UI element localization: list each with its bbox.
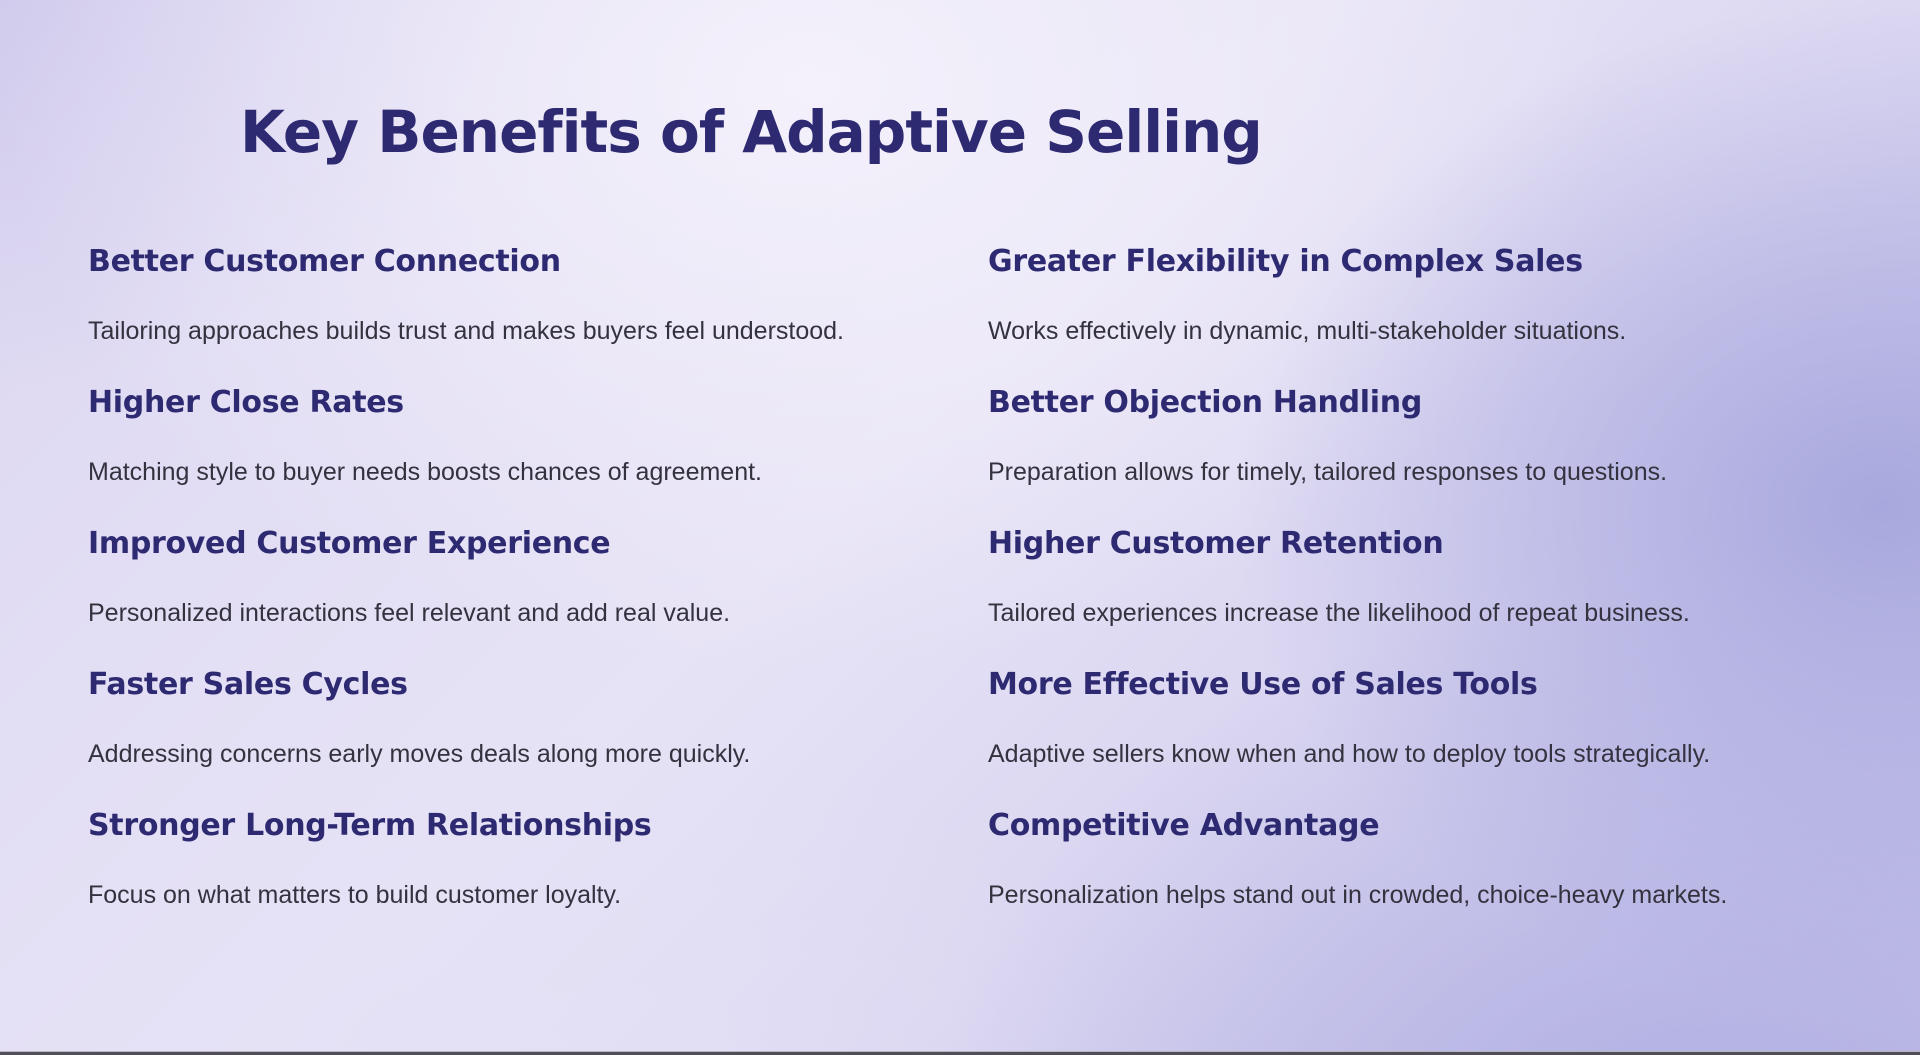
- benefit-title: Better Customer Connection: [88, 244, 561, 279]
- benefit-description: Works effectively in dynamic, multi-stak…: [988, 317, 1627, 345]
- benefit-item: Higher Close Rates Matching style to buy…: [88, 384, 988, 488]
- bottom-edge-highlight: [0, 1051, 1920, 1052]
- benefit-title: Higher Customer Retention: [988, 526, 1444, 561]
- benefit-title: Faster Sales Cycles: [88, 667, 408, 702]
- benefit-description: Adaptive sellers know when and how to de…: [988, 740, 1711, 768]
- benefits-columns: Better Customer Connection Tailoring app…: [0, 243, 1920, 948]
- bottom-window-edge: [0, 1051, 1920, 1055]
- benefit-item: Improved Customer Experience Personalize…: [88, 525, 988, 629]
- benefit-description: Preparation allows for timely, tailored …: [988, 458, 1668, 486]
- benefit-title: Improved Customer Experience: [88, 526, 611, 561]
- benefit-description: Personalization helps stand out in crowd…: [988, 881, 1728, 909]
- benefit-title: Competitive Advantage: [988, 808, 1380, 843]
- benefit-description: Personalized interactions feel relevant …: [88, 599, 731, 627]
- page-title: Key Benefits of Adaptive Selling: [240, 98, 1263, 166]
- benefit-title: Higher Close Rates: [88, 385, 404, 420]
- benefits-column-left: Better Customer Connection Tailoring app…: [88, 243, 988, 948]
- benefit-item: Better Customer Connection Tailoring app…: [88, 243, 988, 347]
- benefit-title: Stronger Long-Term Relationships: [88, 808, 652, 843]
- bottom-edge-shadow: [0, 1052, 1920, 1055]
- benefit-item: Competitive Advantage Personalization he…: [988, 807, 1840, 911]
- benefit-item: Faster Sales Cycles Addressing concerns …: [88, 666, 988, 770]
- benefit-description: Focus on what matters to build customer …: [88, 881, 622, 909]
- benefit-description: Matching style to buyer needs boosts cha…: [88, 458, 762, 486]
- benefit-title: Better Objection Handling: [988, 385, 1422, 420]
- benefit-description: Tailoring approaches builds trust and ma…: [88, 317, 844, 345]
- benefit-title: More Effective Use of Sales Tools: [988, 667, 1538, 702]
- benefit-description: Tailored experiences increase the likeli…: [988, 599, 1690, 627]
- benefit-item: Stronger Long-Term Relationships Focus o…: [88, 807, 988, 911]
- benefits-column-right: Greater Flexibility in Complex Sales Wor…: [988, 243, 1840, 948]
- benefit-title: Greater Flexibility in Complex Sales: [988, 244, 1583, 279]
- benefit-description: Addressing concerns early moves deals al…: [88, 740, 751, 768]
- benefit-item: Better Objection Handling Preparation al…: [988, 384, 1840, 488]
- benefit-item: More Effective Use of Sales Tools Adapti…: [988, 666, 1840, 770]
- benefit-item: Higher Customer Retention Tailored exper…: [988, 525, 1840, 629]
- benefit-item: Greater Flexibility in Complex Sales Wor…: [988, 243, 1840, 347]
